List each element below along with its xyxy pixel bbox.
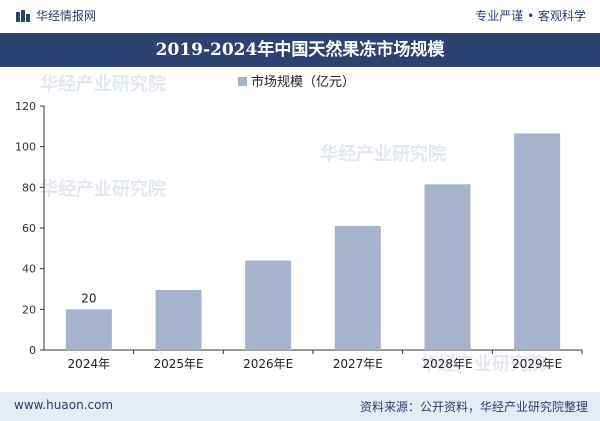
x-tick-label: 2028年E (422, 357, 472, 371)
bar (424, 184, 471, 350)
brand-logo-icon (16, 10, 30, 25)
legend-swatch (238, 77, 247, 86)
y-tick-label: 0 (29, 344, 36, 357)
bar (155, 290, 202, 350)
y-tick-label: 40 (22, 263, 36, 276)
bar (65, 309, 112, 350)
y-tick-label: 60 (22, 222, 36, 235)
bar (334, 225, 381, 350)
tagline: 专业严谨 • 客观科学 (475, 9, 586, 23)
x-tick-label: 2025年E (153, 357, 203, 371)
legend-label: 市场规模（亿元） (251, 74, 355, 90)
brand: 华经情报网 (16, 7, 96, 25)
y-tick-label: 80 (22, 181, 36, 194)
bar (514, 133, 561, 350)
data-label: 20 (81, 291, 96, 305)
y-tick-label: 20 (22, 303, 36, 316)
brand-name: 华经情报网 (36, 9, 97, 23)
x-tick-label: 2027年E (333, 357, 383, 371)
bar (245, 260, 292, 350)
chart-title: 2019-2024年中国天然果冻市场规模 (0, 33, 600, 67)
footer-source: 资料来源：公开资料，华经产业研究院整理 (359, 400, 588, 414)
y-tick-label: 120 (15, 100, 36, 113)
x-tick-label: 2029年E (512, 357, 562, 371)
footer-url[interactable]: www.huaon.com (14, 398, 114, 412)
y-tick-label: 100 (15, 141, 36, 154)
footer: www.huaon.com 资料来源：公开资料，华经产业研究院整理 (0, 392, 600, 421)
bar-chart: 0 20 40 60 80 100 120 2024年 20 2025年E 2026年E 2027年E… (15, 74, 583, 371)
x-tick-label: 2024年 (68, 357, 111, 371)
top-bar: 华经情报网 专业严谨 • 客观科学 (0, 0, 600, 30)
x-tick-label: 2026年E (243, 357, 293, 371)
